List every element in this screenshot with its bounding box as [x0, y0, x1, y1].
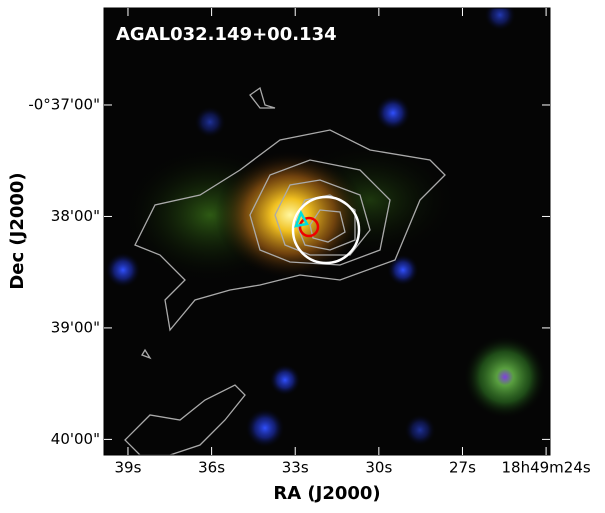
beam-circle — [291, 195, 361, 265]
contours — [124, 86, 446, 455]
y-tick-label: 38'00" — [51, 207, 100, 225]
x-tick-label: 36s — [198, 459, 225, 477]
x-axis-label: RA (J2000) — [273, 483, 380, 504]
chart-title: AGAL032.149+00.134 — [116, 24, 337, 45]
red-marker — [298, 216, 320, 238]
x-tick-label: 30s — [365, 459, 392, 477]
y-axis-label: Dec (J2000) — [7, 172, 28, 289]
y-tick-label: 40'00" — [51, 430, 100, 448]
frame — [103, 7, 551, 456]
x-tick-label: 18h49m24s — [501, 459, 590, 477]
y-tick-label: -0°37'00" — [28, 95, 100, 113]
x-tick-label: 39s — [115, 459, 142, 477]
x-tick-label: 33s — [282, 459, 309, 477]
cyan-marker — [294, 210, 309, 228]
sky-image — [104, 8, 550, 455]
y-tick-label: 39'00" — [51, 318, 100, 336]
x-tick-label: 27s — [449, 459, 476, 477]
